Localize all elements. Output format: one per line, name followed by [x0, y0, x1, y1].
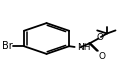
Text: O: O — [98, 52, 106, 61]
Text: NH: NH — [77, 43, 90, 52]
Text: O: O — [96, 33, 103, 42]
Text: Br: Br — [2, 41, 13, 51]
